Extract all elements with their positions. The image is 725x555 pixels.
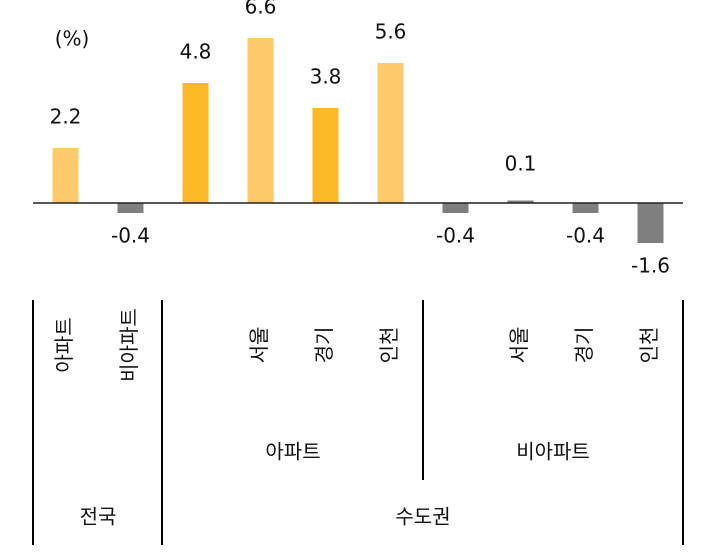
category-label: 인천 (377, 327, 401, 364)
value-label: 2.2 (50, 105, 82, 129)
bar (182, 83, 209, 203)
category-label: 비아파트 (117, 308, 141, 382)
value-label: 6.6 (245, 0, 277, 19)
category-label: 경기 (572, 327, 596, 364)
category-label: 서울 (507, 327, 531, 364)
category-label: 서울 (247, 327, 271, 364)
group-label: 수도권 (395, 505, 450, 529)
bar (507, 200, 534, 203)
bar (117, 203, 144, 213)
bar (247, 38, 274, 203)
value-label: -0.4 (436, 224, 475, 248)
category-label: 인천 (637, 327, 661, 364)
value-label: -0.4 (111, 224, 150, 248)
group-label: 전국 (80, 505, 117, 529)
value-label: 0.1 (505, 152, 537, 176)
value-label: 4.8 (180, 40, 212, 64)
unit-label: (%) (55, 27, 90, 51)
category-label: 경기 (312, 327, 336, 364)
value-label: -1.6 (631, 254, 670, 278)
bar (312, 108, 339, 203)
bar (442, 203, 469, 213)
bar (377, 63, 404, 203)
subgroup-label: 비아파트 (516, 440, 590, 464)
value-label: 5.6 (375, 20, 407, 44)
subgroup-label: 아파트 (265, 440, 320, 464)
category-label: 아파트 (52, 317, 76, 372)
bar (637, 203, 664, 243)
value-label: -0.4 (566, 224, 605, 248)
bar (572, 203, 599, 213)
bar (52, 148, 79, 203)
value-label: 3.8 (310, 65, 342, 89)
